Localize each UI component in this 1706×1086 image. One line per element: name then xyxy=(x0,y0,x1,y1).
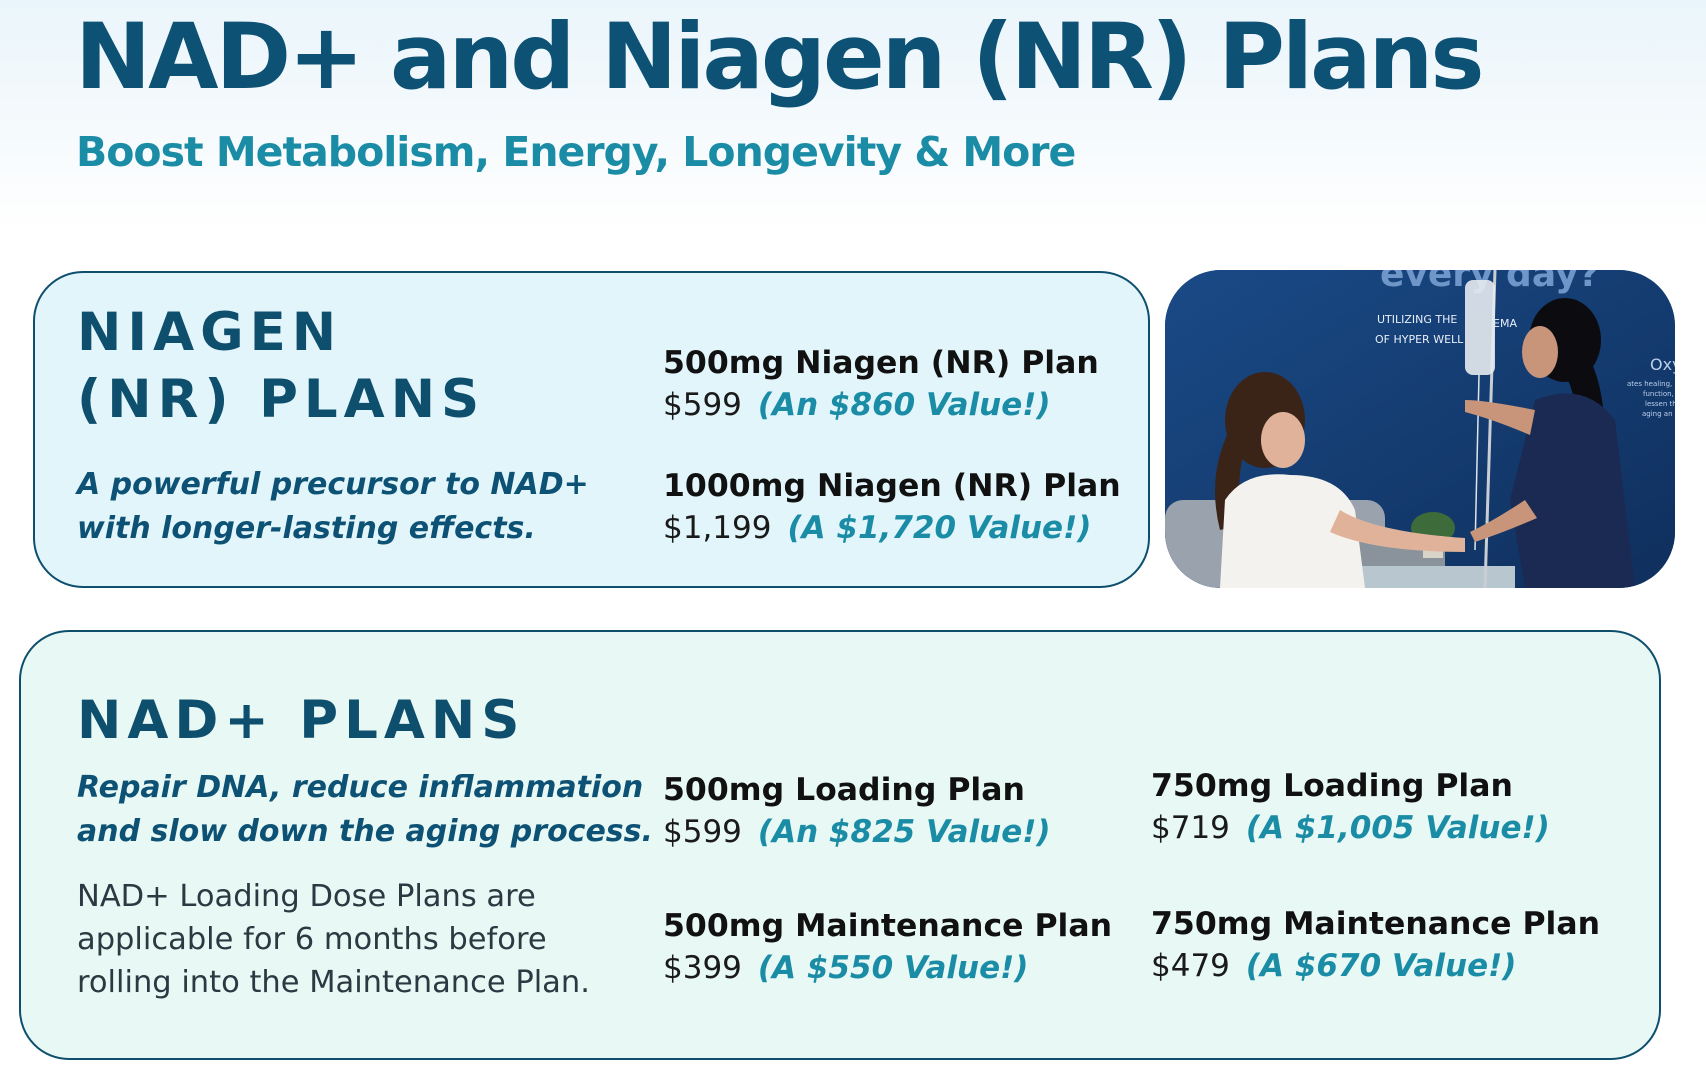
niagen-tagline: A powerful precursor to NAD+ with longer… xyxy=(77,463,589,550)
photo-nurse-arm-lower xyxy=(1470,500,1537,542)
plan-value: (An $825 Value!) xyxy=(757,814,1051,850)
plan-price: $1,199 xyxy=(663,510,772,546)
note-line2: applicable for 6 months before xyxy=(77,922,547,957)
plan-value: (An $860 Value!) xyxy=(757,387,1051,423)
plan-price: $719 xyxy=(1151,810,1230,846)
plan-item: 500mg Maintenance Plan $399 (A $550 Value… xyxy=(663,906,1112,994)
page-title: NAD+ and Niagen (NR) Plans xyxy=(75,5,1484,110)
photo-wall-text-7: lessen th xyxy=(1645,400,1675,408)
nad-tagline-line1: Repair DNA, reduce inflammation xyxy=(77,770,644,805)
plan-item: 1000mg Niagen (NR) Plan $1,199 (A $1,720 … xyxy=(663,466,1121,554)
plan-name: 500mg Loading Plan xyxy=(663,772,1025,808)
plan-item: 750mg Maintenance Plan $479 (A $670 Value… xyxy=(1151,904,1600,992)
plan-value: (A $670 Value!) xyxy=(1245,948,1517,984)
plan-price: $599 xyxy=(663,814,742,850)
plan-price: $479 xyxy=(1151,948,1230,984)
plan-name: 1000mg Niagen (NR) Plan xyxy=(663,468,1121,504)
photo-wall-text-3: EMA xyxy=(1493,317,1517,330)
plan-price-row: $479 (A $670 Value!) xyxy=(1151,945,1600,992)
photo-nurse-arm xyxy=(1465,400,1535,435)
note-line3: rolling into the Maintenance Plan. xyxy=(77,965,590,1000)
photo-patient-face xyxy=(1261,412,1305,468)
nad-tagline: Repair DNA, reduce inflammation and slow… xyxy=(77,766,653,853)
photo-patient-shirt xyxy=(1220,474,1365,588)
photo-table xyxy=(1315,566,1515,588)
niagen-section-heading: NIAGEN (NR) PLANS xyxy=(77,299,485,434)
photo-wall-text-6: function, xyxy=(1643,390,1674,398)
plan-item: 750mg Loading Plan $719 (A $1,005 Value!) xyxy=(1151,766,1550,854)
loading-dose-note: NAD+ Loading Dose Plans are applicable f… xyxy=(77,875,590,1004)
plan-name: 500mg Maintenance Plan xyxy=(663,908,1113,944)
photo-wall-text-1: UTILIZING THE xyxy=(1377,313,1457,326)
plan-value: (A $550 Value!) xyxy=(757,950,1029,986)
niagen-tagline-line2: with longer-lasting effects. xyxy=(77,510,536,546)
plan-name: 750mg Loading Plan xyxy=(1151,768,1513,804)
photo-wall-text-4: Oxy xyxy=(1650,355,1675,374)
note-line1: NAD+ Loading Dose Plans are xyxy=(77,879,536,914)
photo-wall-text-2: OF HYPER WELL xyxy=(1375,333,1464,346)
photo-wall-text-5: ates healing, xyxy=(1627,380,1672,388)
nad-section-heading: NAD+ PLANS xyxy=(77,690,526,751)
niagen-plans-card: NIAGEN (NR) PLANS A powerful precursor t… xyxy=(33,271,1150,588)
nad-plans-card: NAD+ PLANS Repair DNA, reduce inflammati… xyxy=(19,630,1661,1060)
photo-patient-arm xyxy=(1330,510,1465,552)
plan-item: 500mg Niagen (NR) Plan $599 (An $860 Valu… xyxy=(663,343,1099,431)
niagen-heading-line2: (NR) PLANS xyxy=(77,369,486,431)
niagen-tagline-line1: A powerful precursor to NAD+ xyxy=(77,467,589,502)
plan-item: 500mg Loading Plan $599 (An $825 Value!) xyxy=(663,770,1051,858)
plan-price-row: $599 (An $825 Value!) xyxy=(663,811,1051,858)
plan-price-row: $399 (A $550 Value!) xyxy=(663,947,1112,994)
plan-price: $599 xyxy=(663,387,742,423)
photo-iv-bag xyxy=(1465,280,1495,375)
plan-name: 750mg Maintenance Plan xyxy=(1151,906,1601,942)
plan-value: (A $1,005 Value!) xyxy=(1245,810,1550,846)
photo-nurse-scrubs xyxy=(1510,393,1635,588)
plan-price: $399 xyxy=(663,950,742,986)
iv-therapy-photo: every day? UTILIZING THE OF HYPER WELL E… xyxy=(1165,270,1675,588)
niagen-heading-line1: NIAGEN xyxy=(77,302,343,363)
photo-patient-ponytail xyxy=(1215,420,1250,530)
photo-nurse-face xyxy=(1522,326,1558,378)
plan-price-row: $719 (A $1,005 Value!) xyxy=(1151,807,1550,854)
nad-tagline-line2: and slow down the aging process. xyxy=(77,813,653,849)
photo-wall-text-8: aging an xyxy=(1642,410,1673,418)
plan-price-row: $1,199 (A $1,720 Value!) xyxy=(663,507,1121,554)
plan-value: (A $1,720 Value!) xyxy=(787,510,1092,546)
plan-price-row: $599 (An $860 Value!) xyxy=(663,384,1099,431)
page-subtitle: Boost Metabolism, Energy, Longevity & Mo… xyxy=(76,128,1076,176)
plan-name: 500mg Niagen (NR) Plan xyxy=(663,345,1099,381)
